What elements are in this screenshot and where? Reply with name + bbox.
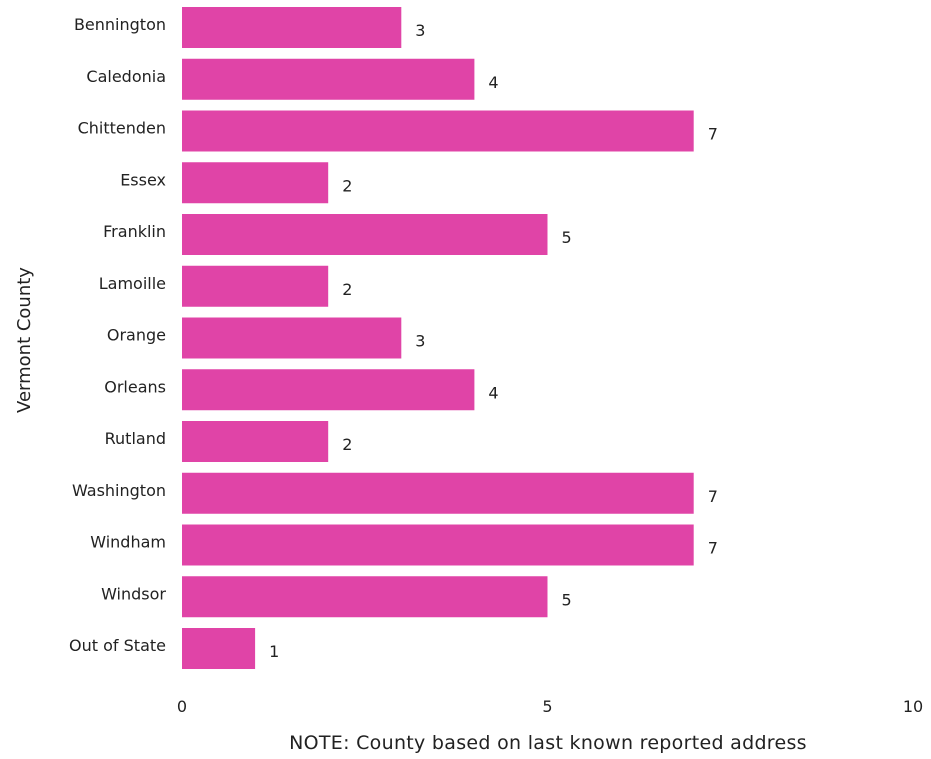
bar-out-of-state [182, 628, 256, 669]
bar-caledonia [182, 58, 475, 100]
x-tick-label: 0 [177, 697, 187, 716]
bar-franklin [182, 214, 548, 255]
x-axis-ticks: 0 5 10 [177, 697, 923, 716]
bar-essex [182, 162, 329, 204]
category-label: Essex [120, 170, 166, 189]
category-label: Franklin [103, 222, 166, 241]
data-label: 2 [342, 176, 352, 195]
category-label: Out of State [69, 636, 166, 655]
x-tick-label: 10 [903, 697, 923, 716]
x-axis-title: NOTE: County based on last known reporte… [289, 732, 807, 754]
data-label: 2 [342, 280, 352, 299]
category-label: Chittenden [78, 119, 166, 138]
data-label: 5 [562, 590, 572, 609]
bar-orleans [182, 369, 475, 411]
category-label: Washington [72, 481, 166, 500]
y-axis-title: Vermont County [14, 267, 35, 413]
bar-lamoille [182, 265, 329, 307]
category-label: Orange [107, 326, 166, 345]
data-label: 2 [342, 435, 352, 454]
category-label: Windsor [101, 584, 166, 603]
bar-washington [182, 472, 694, 514]
data-label: 7 [708, 539, 718, 558]
data-label: 5 [562, 228, 572, 247]
data-label: 4 [488, 73, 498, 92]
data-labels: 3 4 7 2 5 2 3 4 2 7 7 5 1 [269, 21, 718, 661]
data-label: 1 [269, 642, 279, 661]
category-labels: Bennington Caledonia Chittenden Essex Frankl… [69, 15, 166, 655]
data-label: 3 [415, 332, 425, 351]
category-label: Windham [90, 533, 166, 552]
x-tick-label: 5 [542, 697, 552, 716]
bar-windham [182, 524, 694, 566]
data-label: 7 [708, 125, 718, 144]
bar-rutland [182, 421, 329, 462]
bar-orange [182, 317, 402, 359]
data-label: 3 [415, 21, 425, 40]
data-label: 4 [488, 383, 498, 402]
data-label: 7 [708, 487, 718, 506]
category-label: Bennington [74, 15, 166, 34]
category-label: Caledonia [86, 67, 166, 86]
bar-chittenden [182, 110, 694, 152]
category-label: Lamoille [99, 274, 166, 293]
category-label: Rutland [105, 429, 166, 448]
bar-windsor [182, 576, 548, 618]
category-label: Orleans [104, 377, 166, 396]
bars-group [182, 7, 694, 669]
bar-bennington [182, 7, 402, 48]
